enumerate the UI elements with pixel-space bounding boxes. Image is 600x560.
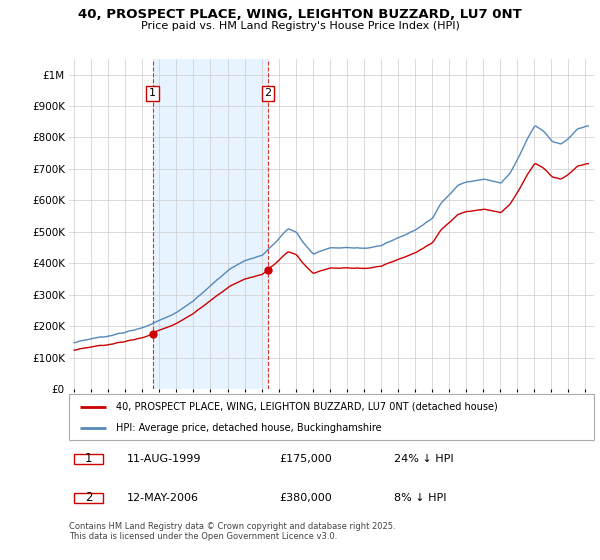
Point — [148, 330, 157, 339]
FancyBboxPatch shape — [74, 493, 103, 503]
Text: 11-AUG-1999: 11-AUG-1999 — [127, 454, 201, 464]
Text: £380,000: £380,000 — [279, 493, 332, 503]
FancyBboxPatch shape — [69, 394, 594, 440]
Text: HPI: Average price, detached house, Buckinghamshire: HPI: Average price, detached house, Buck… — [116, 423, 382, 433]
Text: Contains HM Land Registry data © Crown copyright and database right 2025.
This d: Contains HM Land Registry data © Crown c… — [69, 522, 395, 542]
Text: 40, PROSPECT PLACE, WING, LEIGHTON BUZZARD, LU7 0NT: 40, PROSPECT PLACE, WING, LEIGHTON BUZZA… — [78, 8, 522, 21]
Point — [263, 265, 273, 274]
FancyBboxPatch shape — [74, 454, 103, 464]
Text: 8% ↓ HPI: 8% ↓ HPI — [395, 493, 447, 503]
Text: 1: 1 — [85, 452, 92, 465]
Text: 24% ↓ HPI: 24% ↓ HPI — [395, 454, 454, 464]
Text: 2: 2 — [265, 88, 271, 99]
Text: 2: 2 — [85, 492, 92, 505]
Text: 40, PROSPECT PLACE, WING, LEIGHTON BUZZARD, LU7 0NT (detached house): 40, PROSPECT PLACE, WING, LEIGHTON BUZZA… — [116, 402, 498, 412]
Text: Price paid vs. HM Land Registry's House Price Index (HPI): Price paid vs. HM Land Registry's House … — [140, 21, 460, 31]
Bar — [152, 59, 268, 389]
Text: £175,000: £175,000 — [279, 454, 332, 464]
Text: 1: 1 — [149, 88, 156, 99]
Text: 12-MAY-2006: 12-MAY-2006 — [127, 493, 199, 503]
